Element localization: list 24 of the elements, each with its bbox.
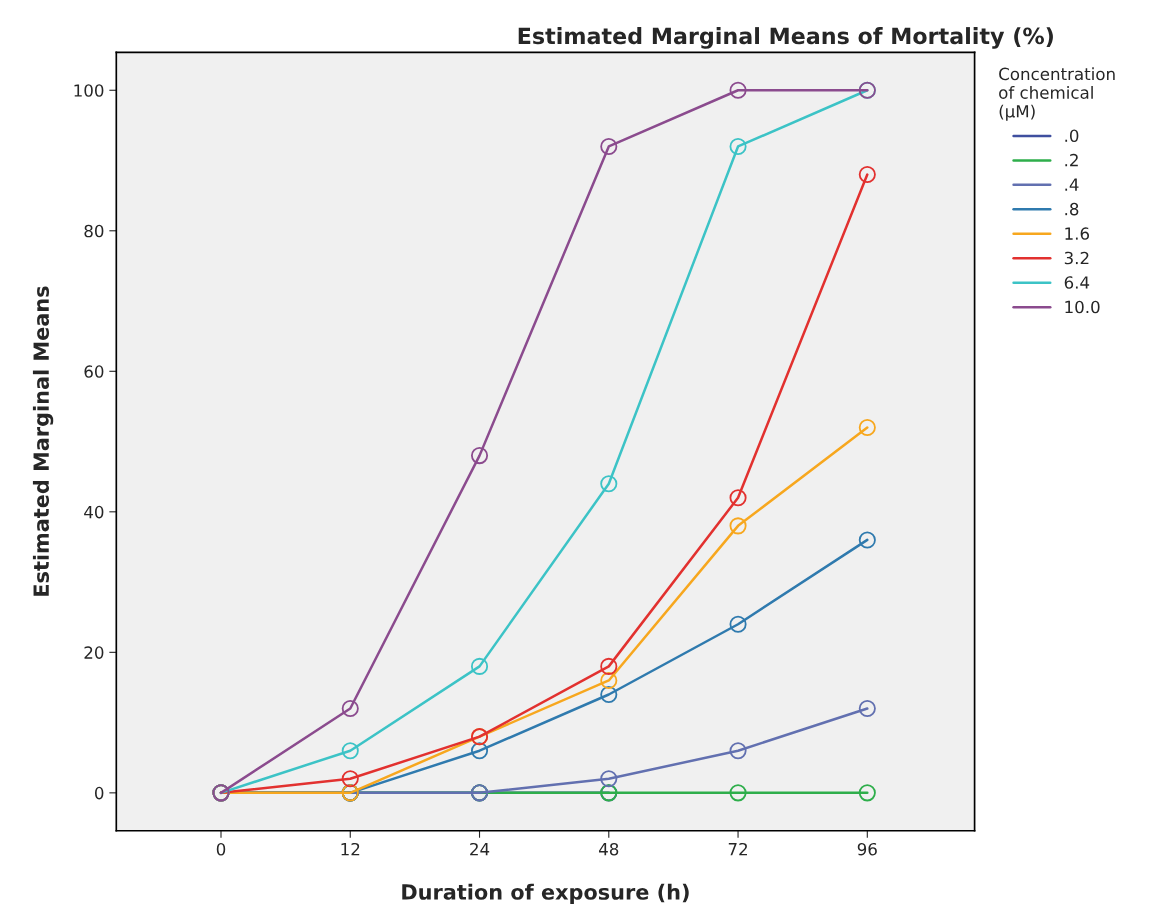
- legend-title: Concentration of chemical (µM): [999, 67, 1115, 121]
- legend-label: .8: [1065, 202, 1079, 216]
- y-tick-label: 60: [84, 365, 104, 378]
- y-tick-label: 80: [84, 224, 104, 238]
- y-axis-title: Estimated Marginal Means: [32, 286, 54, 596]
- x-tick-label: 0: [216, 842, 226, 856]
- x-tick-label: 96: [857, 842, 877, 856]
- legend-label: 6.4: [1064, 276, 1090, 289]
- legend-label: .0: [1065, 129, 1079, 143]
- x-tick-label: 48: [599, 842, 619, 856]
- x-tick-label: 24: [470, 842, 490, 856]
- legend-label: 1.6: [1065, 227, 1090, 240]
- legend-label: 10.0: [1065, 300, 1100, 314]
- y-tick-label: 20: [84, 646, 104, 659]
- y-tick-label: 100: [74, 84, 104, 97]
- y-tick-label: 40: [84, 505, 104, 519]
- x-tick-label: 72: [728, 842, 747, 856]
- x-tick-label: 12: [341, 842, 360, 856]
- x-axis-title: Duration of exposure (h): [402, 883, 689, 904]
- y-tick-label: 0: [94, 786, 104, 800]
- legend-label: .4: [1065, 178, 1079, 191]
- legend-label: 3.2: [1064, 251, 1089, 265]
- chart-title: Estimated Marginal Means of Mortality (%): [518, 27, 1053, 49]
- legend-label: .2: [1065, 153, 1078, 167]
